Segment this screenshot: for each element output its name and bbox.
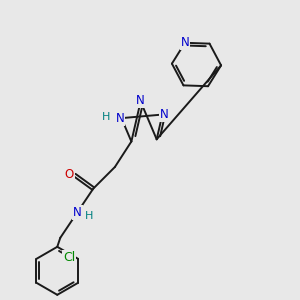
Text: H: H [85, 211, 94, 221]
Text: H: H [102, 112, 110, 122]
Text: N: N [136, 94, 145, 107]
Text: O: O [65, 168, 74, 181]
Text: N: N [160, 108, 168, 121]
Text: N: N [73, 206, 82, 219]
Text: Cl: Cl [63, 251, 75, 264]
Text: N: N [116, 112, 124, 124]
Text: N: N [181, 36, 189, 49]
